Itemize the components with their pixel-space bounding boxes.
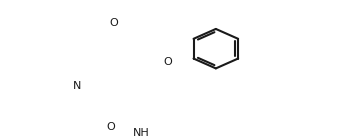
Text: N: N — [73, 81, 81, 91]
Text: O: O — [109, 18, 118, 28]
Text: O: O — [107, 122, 115, 132]
Text: NH: NH — [133, 128, 150, 138]
Text: O: O — [163, 57, 172, 67]
